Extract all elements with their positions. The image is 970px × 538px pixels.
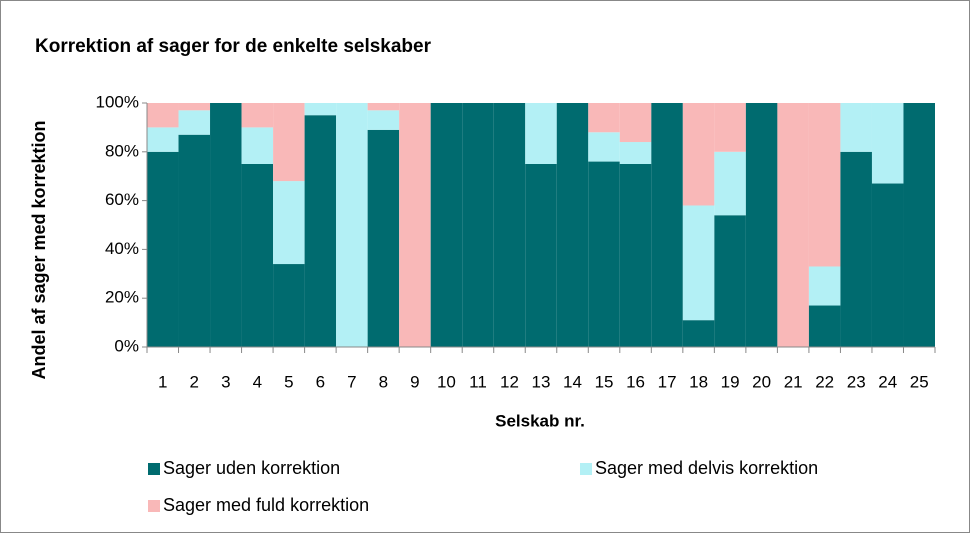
bar-segment [871, 103, 904, 184]
legend-label: Sager uden korrektion [163, 458, 340, 478]
x-tick-label: 14 [563, 372, 582, 391]
legend-swatch [148, 500, 160, 512]
bar-segment [367, 129, 400, 347]
bar-segment [147, 103, 179, 128]
y-tick-label: 80% [105, 141, 139, 160]
x-tick-label: 1 [158, 372, 167, 391]
bar-segment [871, 183, 904, 347]
bar-segment [777, 103, 809, 347]
bar-segment [808, 305, 841, 347]
x-tick-label: 3 [221, 372, 230, 391]
x-tick-label: 7 [347, 372, 356, 391]
bar-segment [682, 205, 715, 321]
legend-swatch [148, 463, 160, 475]
x-tick-label: 4 [253, 372, 262, 391]
bar-segment [714, 215, 746, 347]
x-tick-label: 23 [847, 372, 866, 391]
legend-label: Sager med delvis korrektion [595, 458, 818, 478]
x-tick-label: 25 [910, 372, 929, 391]
x-tick-label: 9 [410, 372, 419, 391]
x-tick-label: 21 [784, 372, 803, 391]
bar-segment [619, 103, 652, 143]
bar-segment [745, 103, 778, 347]
x-tick-label: 22 [815, 372, 834, 391]
x-tick-label: 17 [658, 372, 677, 391]
x-tick-label: 10 [437, 372, 456, 391]
bar-segment [273, 264, 305, 347]
bar-segment [178, 110, 211, 135]
bar-segment [241, 164, 274, 347]
bar-segment [367, 103, 400, 111]
y-axis-title: Andel af sager med korrektion [29, 120, 49, 379]
bar-segment [682, 103, 715, 206]
bar-segment [808, 266, 841, 306]
x-tick-label: 6 [316, 372, 325, 391]
bar-segment [808, 103, 841, 267]
x-tick-label: 18 [689, 372, 708, 391]
x-tick-label: 19 [721, 372, 740, 391]
bar-segment [651, 103, 683, 347]
legend-label: Sager med fuld korrektion [163, 495, 369, 515]
bar-segment [178, 134, 211, 347]
bar-segment [840, 151, 872, 347]
bar-segment [588, 132, 620, 162]
y-tick-label: 20% [105, 288, 139, 307]
bar-segment [241, 103, 274, 128]
x-tick-label: 13 [532, 372, 551, 391]
bar-segment [210, 103, 242, 347]
bar-segment [619, 164, 652, 347]
bar-segment [178, 103, 211, 111]
y-tick-label: 60% [105, 190, 139, 209]
x-tick-label: 12 [500, 372, 519, 391]
bar-segment [493, 103, 526, 347]
bar-segment [619, 142, 652, 164]
x-tick-label: 8 [379, 372, 388, 391]
chart-title: Korrektion af sager for de enkelte selsk… [35, 36, 432, 57]
x-tick-label: 5 [284, 372, 293, 391]
y-tick-label: 0% [114, 336, 139, 355]
bar-segment [525, 164, 557, 347]
x-tick-label: 15 [595, 372, 614, 391]
y-tick-label: 40% [105, 239, 139, 258]
bar-segment [682, 320, 715, 347]
bar-segment [367, 110, 400, 130]
bar-segment [147, 151, 179, 347]
bar-segment [556, 103, 589, 347]
x-axis-title: Selskab nr. [495, 411, 585, 430]
bar-segment [840, 103, 872, 152]
x-tick-label: 20 [752, 372, 771, 391]
bar-segment [903, 103, 935, 347]
legend-swatch [580, 463, 592, 475]
bar-segment [147, 127, 179, 152]
x-tick-label: 24 [878, 372, 897, 391]
bar-segment [525, 103, 557, 164]
bar-segment [714, 103, 746, 152]
bar-segment [588, 161, 620, 347]
bar-segment [714, 151, 746, 216]
bar-segment [241, 127, 274, 164]
bar-segment [304, 103, 337, 116]
bar-segment [336, 103, 368, 347]
bar-segment [399, 103, 431, 347]
x-tick-label: 16 [626, 372, 645, 391]
bar-segment [304, 115, 337, 347]
y-tick-label: 100% [96, 92, 139, 111]
bar-segment [430, 103, 463, 347]
x-tick-label: 2 [190, 372, 199, 391]
bar-segment [462, 103, 494, 347]
bar-segment [273, 103, 305, 182]
bar-segment [588, 103, 620, 133]
x-tick-label: 11 [469, 372, 487, 391]
bar-segment [273, 181, 305, 265]
